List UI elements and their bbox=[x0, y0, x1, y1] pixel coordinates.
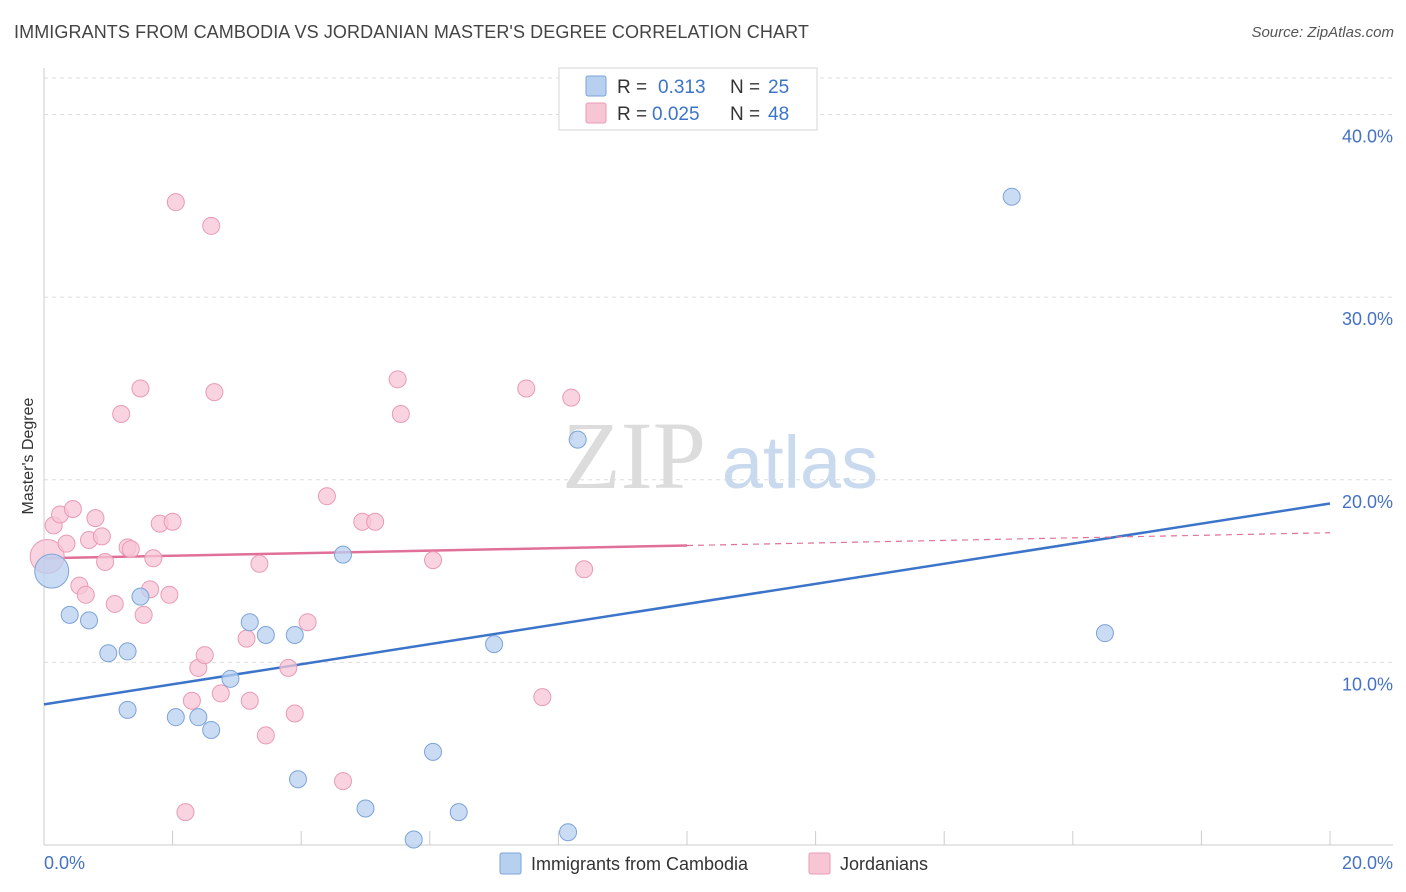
point-jordanians bbox=[317, 487, 336, 506]
y-tick-labels: 10.0% 20.0% 30.0% 40.0% bbox=[1342, 127, 1393, 695]
point-cambodia bbox=[285, 625, 304, 644]
point-jordanians bbox=[63, 499, 82, 518]
legend-r-label-blue: R = bbox=[617, 77, 647, 98]
point-cambodia bbox=[559, 823, 578, 842]
y-tick-label: 10.0% bbox=[1342, 674, 1393, 694]
point-cambodia bbox=[240, 613, 259, 632]
point-jordanians bbox=[424, 551, 443, 570]
point-cambodia bbox=[1095, 624, 1114, 643]
point-jordanians bbox=[112, 405, 131, 424]
point-jordanians bbox=[166, 193, 185, 212]
point-jordanians bbox=[92, 527, 111, 546]
x-tick-label-min: 0.0% bbox=[44, 853, 85, 873]
legend-n-label-blue: N = bbox=[730, 77, 760, 98]
point-jordanians bbox=[195, 646, 214, 665]
point-cambodia bbox=[80, 611, 99, 630]
point-jordanians bbox=[131, 379, 150, 398]
point-cambodia bbox=[256, 625, 275, 644]
point-jordanians bbox=[285, 704, 304, 723]
point-jordanians bbox=[366, 512, 385, 531]
point-jordanians bbox=[160, 585, 179, 604]
point-jordanians bbox=[121, 540, 140, 559]
trend-line-jordanians bbox=[43, 544, 688, 560]
trend-line-jordanians-extension bbox=[686, 532, 1331, 547]
point-jordanians bbox=[182, 691, 201, 710]
point-cambodia bbox=[568, 430, 587, 449]
point-cambodia bbox=[34, 553, 70, 589]
point-jordanians bbox=[134, 605, 153, 624]
legend-r-value-blue: 0.313 bbox=[658, 77, 706, 98]
point-cambodia bbox=[131, 587, 150, 606]
point-jordanians bbox=[562, 388, 581, 407]
axes bbox=[43, 68, 1393, 846]
series-legend-swatch-jordanians bbox=[808, 852, 831, 875]
point-jordanians bbox=[279, 658, 298, 677]
x-tick-label-max: 20.0% bbox=[1342, 853, 1393, 873]
point-jordanians bbox=[205, 383, 224, 402]
point-jordanians bbox=[57, 534, 76, 553]
point-cambodia bbox=[189, 708, 208, 727]
legend-r-label-pink: R = bbox=[617, 104, 647, 125]
point-jordanians bbox=[176, 803, 195, 822]
point-jordanians bbox=[517, 379, 536, 398]
point-jordanians bbox=[76, 585, 95, 604]
legend-n-label-pink: N = bbox=[730, 104, 760, 125]
point-jordanians bbox=[240, 691, 259, 710]
y-axis-label: Master's Degree bbox=[20, 397, 37, 514]
point-jordanians bbox=[256, 726, 275, 745]
series-legend-label-jordanians: Jordanians bbox=[840, 854, 928, 874]
point-cambodia bbox=[166, 708, 185, 727]
point-cambodia bbox=[60, 605, 79, 624]
point-jordanians bbox=[86, 509, 105, 528]
point-cambodia bbox=[333, 545, 352, 564]
point-jordanians bbox=[105, 594, 124, 613]
series-legend-label-cambodia: Immigrants from Cambodia bbox=[531, 854, 749, 874]
y-tick-label: 40.0% bbox=[1342, 127, 1393, 147]
source-label: Source: ZipAtlas.com bbox=[1251, 24, 1394, 41]
watermark: ZIP atlas bbox=[562, 402, 878, 509]
series-legend: Immigrants from Cambodia Jordanians bbox=[499, 852, 928, 875]
point-jordanians bbox=[144, 549, 163, 568]
point-cambodia bbox=[99, 644, 118, 663]
point-jordanians bbox=[391, 405, 410, 424]
legend-n-value-blue: 25 bbox=[768, 77, 789, 98]
point-cambodia bbox=[404, 830, 423, 849]
legend-swatch-blue bbox=[585, 75, 607, 97]
legend-swatch-pink bbox=[585, 102, 607, 124]
series-legend-swatch-cambodia bbox=[499, 852, 522, 875]
point-jordanians bbox=[575, 560, 594, 579]
point-jordanians bbox=[96, 552, 115, 571]
point-cambodia bbox=[288, 770, 307, 789]
point-jordanians bbox=[163, 512, 182, 531]
watermark-atlas: atlas bbox=[722, 421, 878, 504]
point-jordanians bbox=[388, 370, 407, 389]
point-cambodia bbox=[118, 700, 137, 719]
chart-title: IMMIGRANTS FROM CAMBODIA VS JORDANIAN MA… bbox=[14, 22, 809, 42]
watermark-zip: ZIP bbox=[562, 402, 706, 509]
point-cambodia bbox=[485, 635, 504, 654]
point-cambodia bbox=[1002, 187, 1021, 206]
point-jordanians bbox=[211, 684, 230, 703]
point-cambodia bbox=[221, 669, 240, 688]
point-cambodia bbox=[118, 642, 137, 661]
point-jordanians bbox=[333, 772, 352, 791]
point-jordanians bbox=[298, 613, 317, 632]
point-cambodia bbox=[424, 742, 443, 761]
stats-legend: R = 0.313 N = 25 R = 0.025 N = 48 bbox=[558, 67, 818, 131]
grid-lines bbox=[44, 77, 1393, 663]
legend-r-value-pink: 0.025 bbox=[652, 104, 700, 125]
data-points bbox=[29, 187, 1114, 849]
point-jordanians bbox=[533, 688, 552, 707]
y-tick-label: 30.0% bbox=[1342, 309, 1393, 329]
point-jordanians bbox=[237, 629, 256, 648]
point-jordanians bbox=[202, 216, 221, 235]
trend-line-cambodia bbox=[43, 502, 1331, 706]
point-cambodia bbox=[449, 803, 468, 822]
y-tick-label: 20.0% bbox=[1342, 492, 1393, 512]
point-cambodia bbox=[202, 720, 221, 739]
point-cambodia bbox=[356, 799, 375, 818]
legend-n-value-pink: 48 bbox=[768, 104, 789, 125]
point-jordanians bbox=[250, 554, 269, 573]
